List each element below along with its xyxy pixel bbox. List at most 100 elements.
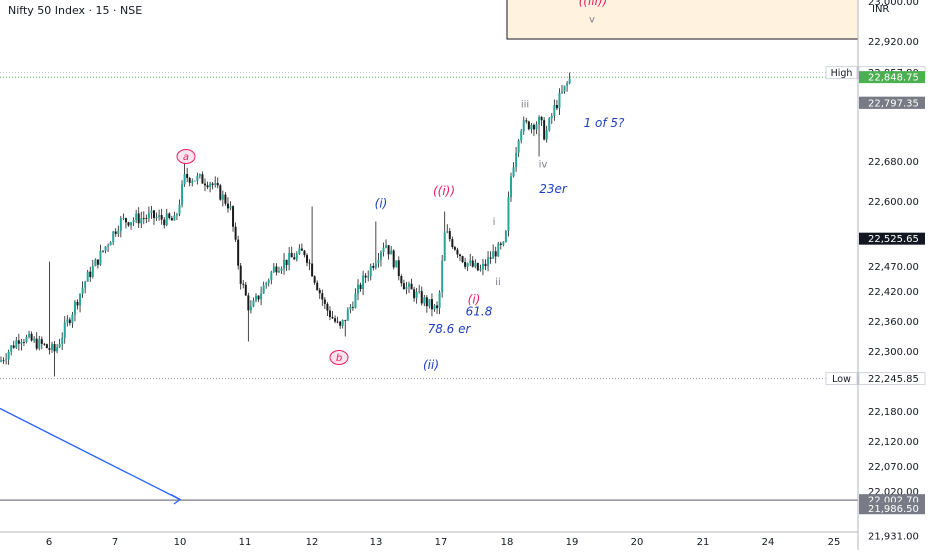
candle-body (420, 291, 423, 304)
candle-body (408, 283, 410, 287)
candle (234, 222, 237, 243)
candle-body (522, 120, 525, 132)
price-tag-low_tag: Low 22,245.85 (825, 372, 926, 386)
candle-body (545, 130, 548, 140)
price-tag-cur: 22,525.65 (859, 232, 925, 245)
price-tag-bg (858, 372, 926, 386)
candle-body (517, 140, 520, 153)
candle-body (311, 263, 314, 277)
candle (257, 295, 260, 302)
candle-body (520, 131, 523, 141)
candle (395, 260, 398, 268)
candle (469, 253, 472, 266)
currency-button[interactable]: INR (866, 4, 930, 18)
candle (150, 205, 153, 219)
candle-body (2, 360, 5, 362)
candle (35, 332, 38, 351)
candle-body (425, 297, 428, 307)
candle (249, 300, 252, 314)
candle (196, 172, 199, 185)
candle (73, 299, 76, 322)
wave-label: iv (539, 160, 548, 171)
candle (38, 335, 41, 351)
symbol-title[interactable]: Nifty 50 Index · 15 · NSE (8, 4, 142, 17)
candle-body (247, 295, 250, 311)
candle-body (377, 259, 380, 264)
candle (68, 317, 71, 326)
target-zone-box (506, 0, 859, 40)
candle-body (410, 283, 413, 290)
candle (334, 315, 337, 324)
candle-body (51, 344, 53, 350)
annotation-note: 23er (539, 182, 568, 196)
candle-body (285, 259, 288, 266)
candle (481, 258, 484, 276)
price-tag-value: 21,986.50 (868, 504, 919, 515)
y-tick-label: 21,931.00 (868, 532, 919, 543)
candle (316, 280, 319, 291)
candle-body (38, 339, 41, 349)
candle-body (63, 322, 66, 338)
candle (323, 297, 326, 310)
candle (260, 286, 263, 306)
candle-body (359, 284, 362, 290)
candle-body (481, 263, 484, 270)
candle-body (502, 241, 505, 245)
candle (15, 336, 18, 349)
candle (466, 262, 469, 272)
candle (461, 255, 464, 264)
candle (45, 343, 48, 349)
candle (221, 190, 224, 207)
candle-body (448, 231, 451, 240)
candle (165, 208, 168, 227)
candle-body (476, 263, 479, 271)
wave-label: i (493, 217, 496, 228)
candle (543, 117, 546, 141)
candle-body (494, 251, 497, 257)
candle-body (242, 283, 245, 285)
candle-body (341, 319, 344, 326)
candle (494, 246, 497, 264)
candle-body (563, 85, 566, 92)
candle-body (283, 259, 286, 269)
candle-body (423, 297, 426, 304)
candle (214, 176, 217, 188)
candle-body (206, 185, 209, 188)
candle-body (298, 248, 301, 254)
candle-body (489, 257, 492, 259)
candle-body (86, 271, 89, 282)
wave-label: b (336, 353, 342, 364)
candle (204, 178, 206, 192)
candle (160, 208, 163, 225)
candle-body (280, 268, 283, 271)
candle-body (163, 219, 166, 226)
candle (499, 241, 502, 250)
candle (89, 266, 92, 282)
wave-label: (i) (468, 293, 481, 307)
candle-body (374, 263, 377, 268)
candle-body (306, 255, 308, 263)
candle-body (334, 318, 337, 322)
candle (122, 213, 125, 221)
candle (410, 278, 413, 290)
candle (56, 344, 59, 354)
candle-body (150, 210, 153, 213)
currency-label: INR (872, 4, 890, 15)
candle (390, 245, 393, 255)
candle (168, 212, 171, 220)
x-tick-label: 13 (370, 537, 383, 548)
drawings (0, 0, 859, 505)
candle (566, 80, 569, 92)
candle (40, 336, 43, 350)
candle-body (183, 174, 186, 185)
candle-body (204, 183, 206, 186)
candle-body (267, 280, 270, 283)
candle-body (30, 333, 33, 341)
candle-body (257, 295, 260, 300)
candle-body (188, 178, 191, 183)
candles (0, 72, 571, 377)
candle (362, 270, 365, 296)
candle (510, 172, 512, 202)
